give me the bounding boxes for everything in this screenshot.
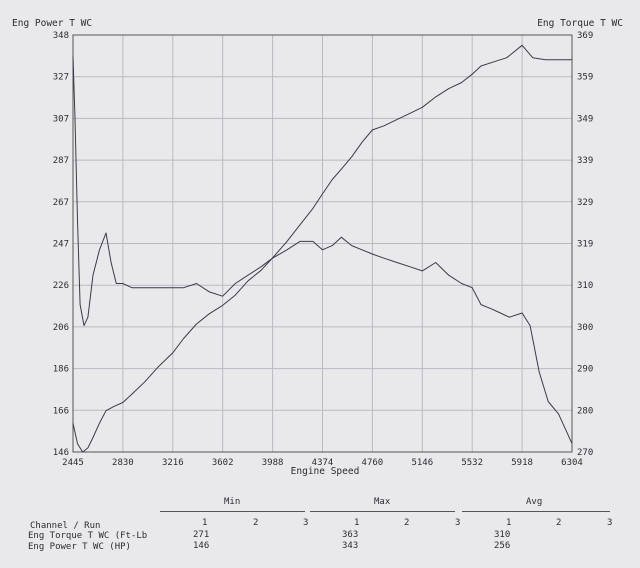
y-right-tick-label: 290 xyxy=(577,365,593,375)
y-left-axis-title: Eng Power T WC xyxy=(12,18,92,29)
x-tick-label: 5146 xyxy=(411,458,433,468)
x-axis-title: Engine Speed xyxy=(291,466,360,477)
y-right-tick-label: 329 xyxy=(577,198,593,208)
y-left-tick-label: 348 xyxy=(53,31,69,41)
y-right-tick-label: 270 xyxy=(577,448,593,458)
y-right-tick-label: 300 xyxy=(577,323,593,333)
y-left-tick-label: 146 xyxy=(53,448,69,458)
x-tick-label: 4760 xyxy=(362,458,384,468)
y-left-tick-label: 206 xyxy=(53,323,69,333)
power-curve-line xyxy=(72,44,572,453)
x-tick-label: 2830 xyxy=(112,458,134,468)
x-tick-label: 5918 xyxy=(511,458,533,468)
y-right-tick-label: 339 xyxy=(577,156,593,166)
x-tick-label: 4374 xyxy=(312,458,334,468)
y-right-tick-label: 319 xyxy=(577,240,593,250)
x-tick-label: 3988 xyxy=(262,458,284,468)
y-right-tick-label: 359 xyxy=(577,73,593,83)
y-left-tick-label: 327 xyxy=(53,73,69,83)
y-left-tick-label: 226 xyxy=(53,281,69,291)
y-right-tick-label: 349 xyxy=(577,114,593,124)
x-tick-label: 6304 xyxy=(561,458,583,468)
y-left-tick-label: 307 xyxy=(53,114,69,124)
x-tick-label: 5532 xyxy=(461,458,483,468)
y-left-tick-label: 247 xyxy=(53,240,69,250)
series-layer xyxy=(72,44,573,453)
x-tick-label: 2445 xyxy=(62,458,84,468)
y-right-tick-label: 310 xyxy=(577,281,593,291)
y-right-tick-label: 369 xyxy=(577,31,593,41)
y-right-axis-title: Eng Torque T WC xyxy=(537,18,623,29)
x-tick-label: 3216 xyxy=(162,458,184,468)
y-left-tick-label: 287 xyxy=(53,156,69,166)
plot-frame xyxy=(72,34,573,453)
y-left-tick-label: 186 xyxy=(53,365,69,375)
y-left-tick-label: 166 xyxy=(53,406,69,416)
torque-curve-line xyxy=(72,56,573,444)
tick-layer: 2445 2830 3216 3602 3988 4374 4760 5146 5532 5918… xyxy=(53,31,594,468)
x-tick-label: 3602 xyxy=(212,458,234,468)
y-right-tick-label: 280 xyxy=(577,406,593,416)
y-left-tick-label: 267 xyxy=(53,198,69,208)
